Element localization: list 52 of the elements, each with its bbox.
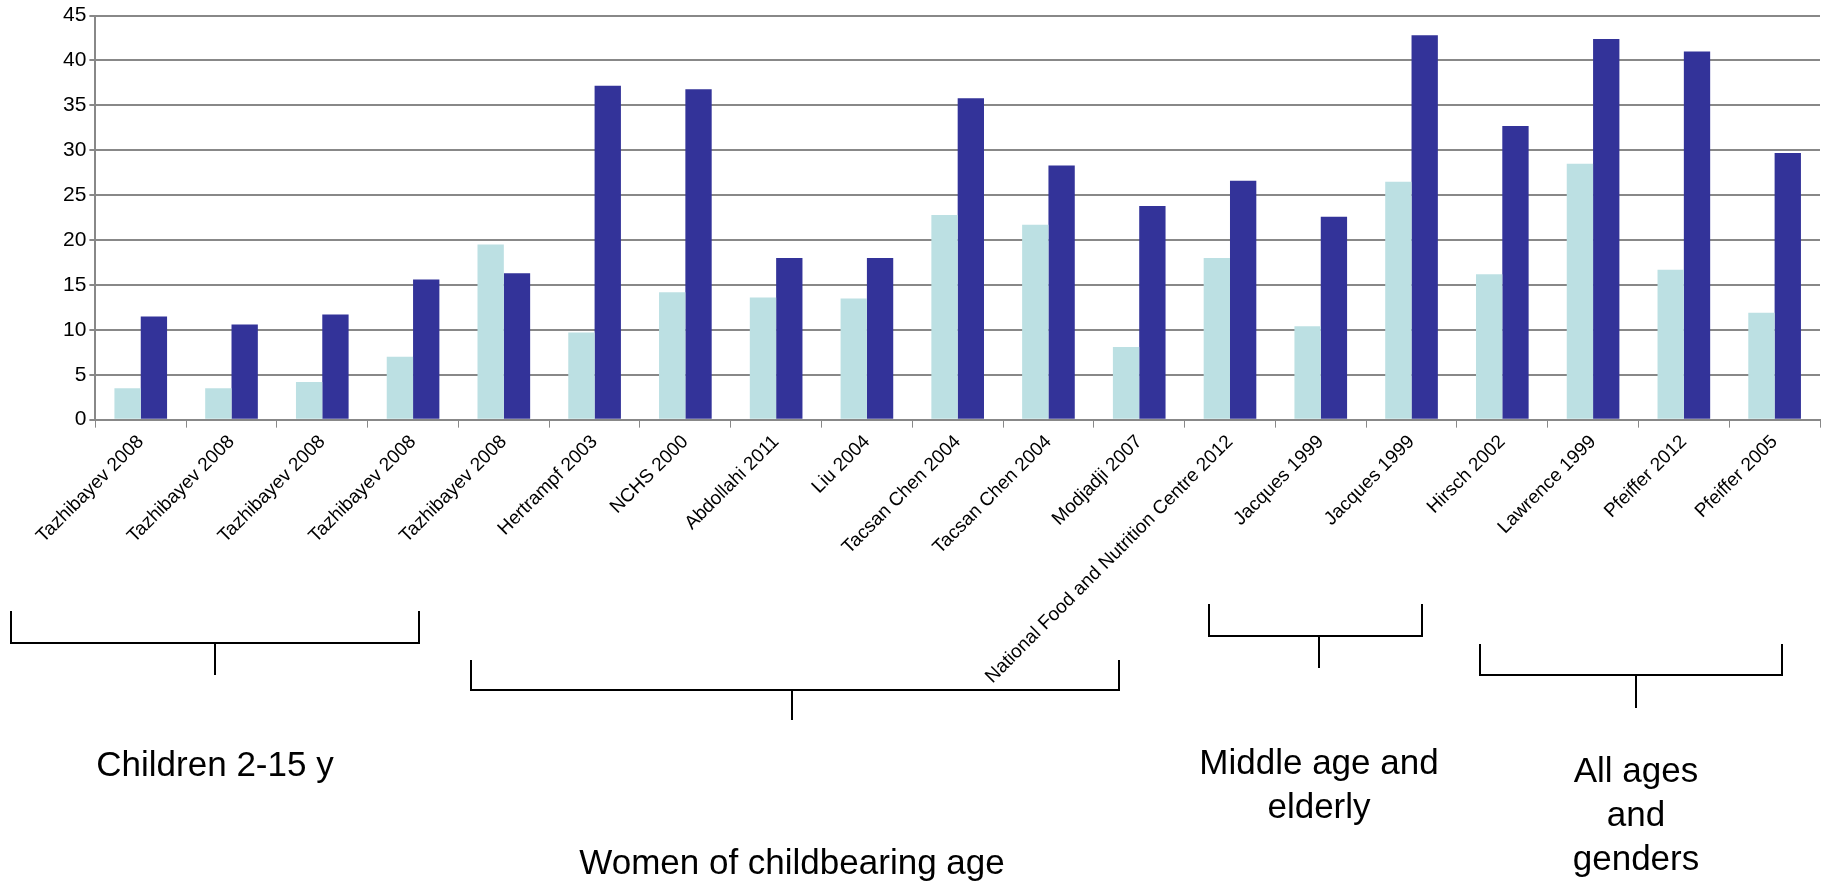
bar <box>594 85 621 419</box>
bar <box>231 324 258 419</box>
text: Women of childbearing age <box>578 841 1006 883</box>
y-tick-label: 15 <box>63 271 87 295</box>
bar <box>386 356 414 419</box>
bar <box>1411 35 1438 419</box>
text: Children 2-15 y <box>95 743 335 785</box>
y-tick-label: 25 <box>63 181 87 205</box>
y-tick-label: 30 <box>63 137 87 161</box>
bar <box>140 316 168 419</box>
bar <box>114 388 141 419</box>
bar <box>1657 269 1684 419</box>
y-tick-label: 0 <box>74 406 87 430</box>
text: All ages and genders <box>1571 749 1701 879</box>
y-tick-label: 10 <box>63 316 87 340</box>
bar <box>1566 163 1594 419</box>
bar <box>931 214 958 419</box>
bar <box>1774 152 1801 419</box>
bar <box>840 298 867 419</box>
bar <box>1139 205 1166 419</box>
bar <box>295 381 323 419</box>
bar <box>1229 180 1257 419</box>
y-tick-label: 35 <box>63 92 87 116</box>
bar <box>776 258 803 419</box>
bar <box>503 273 531 419</box>
bar <box>685 89 712 419</box>
y-tick-label: 40 <box>63 47 87 71</box>
bar <box>1475 274 1503 419</box>
bar <box>205 388 232 419</box>
bar <box>1502 126 1529 419</box>
text: Middle age and elderly <box>1198 741 1440 827</box>
bar <box>1022 224 1049 419</box>
bar <box>1385 181 1412 419</box>
bar <box>1203 258 1230 419</box>
bar <box>413 279 440 419</box>
y-tick-label: 45 <box>63 2 87 26</box>
bar <box>749 297 777 419</box>
bar <box>866 258 894 419</box>
bar <box>1593 38 1620 419</box>
bar <box>1683 51 1711 419</box>
y-tick-label: 20 <box>63 226 87 250</box>
bar <box>659 292 686 419</box>
bar <box>1048 165 1075 419</box>
bar <box>322 314 349 419</box>
bar <box>1112 346 1140 419</box>
bar <box>477 244 504 419</box>
bar <box>957 98 984 419</box>
bar <box>1320 216 1348 419</box>
y-tick-label: 5 <box>74 361 87 385</box>
bar <box>1294 326 1321 419</box>
bar <box>1748 312 1775 419</box>
bar <box>568 332 595 419</box>
